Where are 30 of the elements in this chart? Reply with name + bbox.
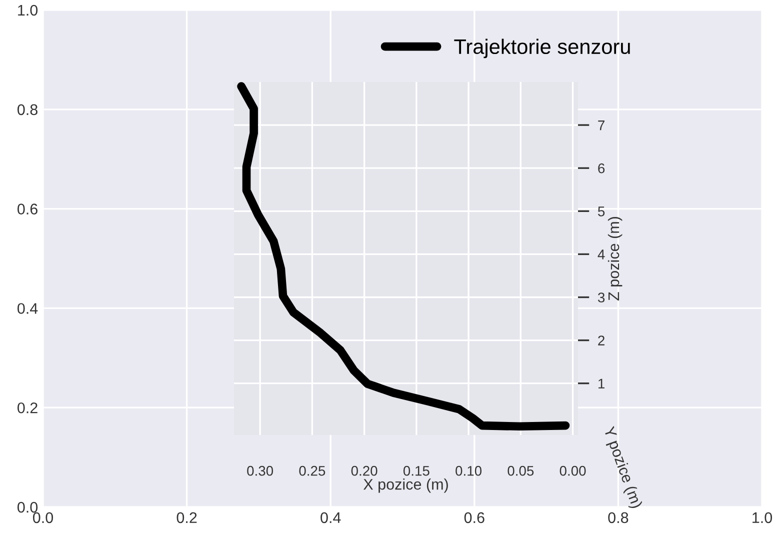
y-tick-label: 7 [598,120,604,130]
y-tick-label: 0.4 [18,303,38,314]
legend-label: Trajektorie senzoru [454,38,630,58]
x-tick-label: 0.10 [456,466,482,476]
x-tick-label: 0.00 [560,466,586,476]
x-tick-label: 0.6 [464,512,484,524]
x-tick-label: 0.15 [403,466,430,476]
x-tick-label: 0.0 [32,512,54,524]
y-tick-label: 0.6 [18,204,38,214]
x-axis-title: X pozice (m) [363,478,448,493]
x-tick-label: 0.20 [351,466,378,476]
x-tick-label: 0.30 [247,466,274,476]
y-tick-label: 2 [598,336,604,346]
y-tick-label: 4 [598,250,605,260]
x-tick-label: 0.4 [320,512,341,524]
x-tick-label: 0.25 [299,466,326,476]
y-tick-label: 5 [598,206,605,216]
x-tick-label: 0.8 [608,512,628,524]
y-tick-label: 1 [598,378,604,388]
annotation: Y pozice (m) [600,426,643,510]
y-tick-label: 0.2 [18,402,38,414]
y-axis-title: Z pozice (m) [608,217,622,300]
y-tick-label: 1.0 [18,4,38,16]
x-tick-label: 1.0 [752,512,772,524]
x-tick-label: 0.05 [508,466,534,476]
y-tick-label: 0.0 [18,502,38,513]
y-tick-label: 6 [598,163,605,174]
y-tick-label: 0.8 [18,104,38,116]
y-tick-label: 3 [598,292,605,302]
x-tick-label: 0.2 [176,512,197,524]
